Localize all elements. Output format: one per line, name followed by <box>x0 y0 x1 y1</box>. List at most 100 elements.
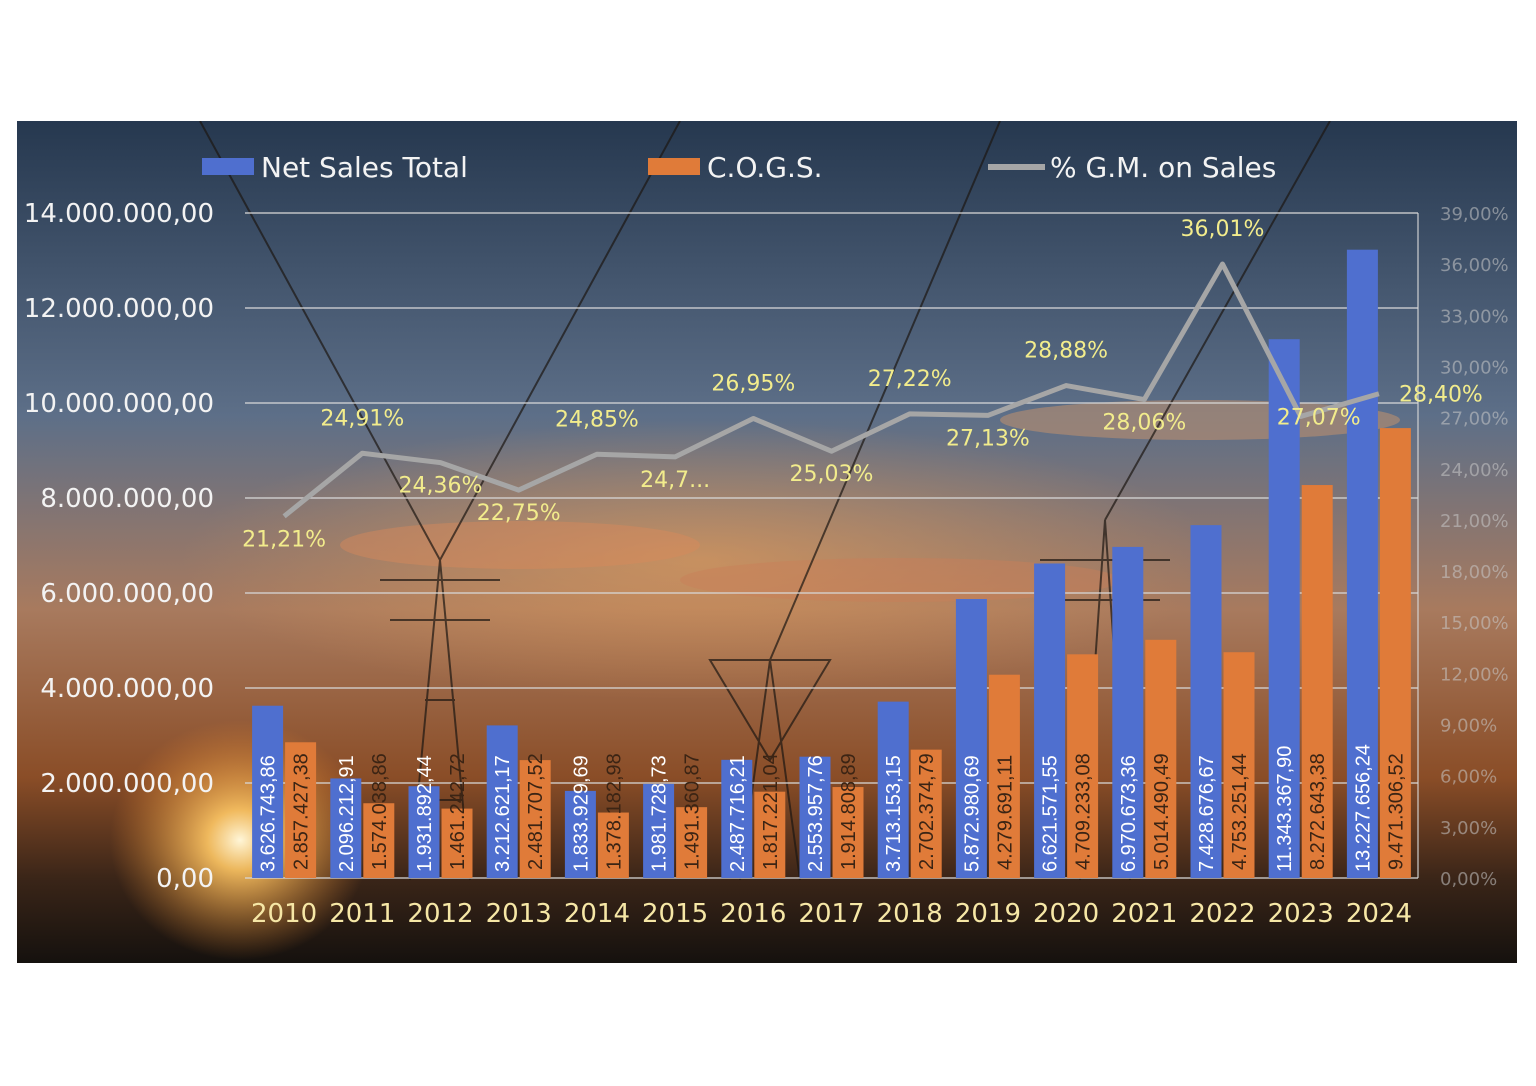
bar-cogs <box>676 807 708 878</box>
gm-value-label: 24,36% <box>399 474 483 499</box>
net-sales-value-label: 6.970.673,36 <box>1118 755 1140 872</box>
bar-net-sales <box>1268 339 1300 878</box>
right-axis-tick-label: 27,00% <box>1440 409 1509 430</box>
x-axis-year-label: 2012 <box>407 899 473 929</box>
x-axis-year-label: 2016 <box>720 899 786 929</box>
net-sales-value-label: 1.833.929,69 <box>570 755 592 872</box>
bar-net-sales <box>877 701 909 878</box>
gm-value-label: 25,03% <box>790 462 874 487</box>
right-axis-tick-label: 39,00% <box>1440 204 1509 225</box>
right-axis-tick-label: 18,00% <box>1440 562 1509 583</box>
gm-value-label: 28,88% <box>1024 339 1108 364</box>
x-axis-year-label: 2013 <box>486 899 552 929</box>
cogs-value-label: 4.709.233,08 <box>1073 753 1095 870</box>
cogs-value-label: 4.753.251,44 <box>1229 753 1251 870</box>
x-axis-year-label: 2024 <box>1346 899 1412 929</box>
x-axis-year-label: 2023 <box>1268 899 1334 929</box>
bar-net-sales <box>1112 546 1144 878</box>
left-axis-tick-label: 8.000.000,00 <box>40 484 214 514</box>
bars <box>252 249 1411 878</box>
gm-value-label: 24,85% <box>555 407 639 432</box>
x-axis-year-label: 2019 <box>955 899 1021 929</box>
gm-value-label: 28,06% <box>1102 411 1186 436</box>
net-sales-value-label: 5.872.980,69 <box>961 755 983 872</box>
net-sales-value-label: 3.212.621,17 <box>492 755 514 872</box>
left-axis-tick-label: 2.000.000,00 <box>40 769 214 799</box>
bar-net-sales <box>799 756 831 878</box>
cogs-value-label: 1.817.221,04 <box>760 753 782 870</box>
bar-cogs <box>1223 652 1255 878</box>
left-axis-tick-label: 4.000.000,00 <box>40 674 214 704</box>
left-axis: 0,00 2.000.000,00 4.000.000,00 6.000.000,00… <box>24 199 214 894</box>
cogs-value-label: 1.378.182,98 <box>603 753 625 870</box>
right-axis-tick-label: 0,00% <box>1440 869 1497 890</box>
right-axis: 0,00% 3,00% 6,00% 9,00% 12,00% 15,00% 18,00% 21… <box>1440 204 1509 890</box>
bar-net-sales <box>330 778 362 878</box>
right-axis-tick-label: 9,00% <box>1440 716 1497 737</box>
x-axis-year-label: 2022 <box>1189 899 1255 929</box>
net-sales-value-label: 1.981.728,73 <box>649 755 671 872</box>
cogs-value-label: 2.481.707,52 <box>525 753 547 870</box>
x-axis-year-label: 2010 <box>251 899 317 929</box>
gm-value-label: 24,91% <box>320 406 404 431</box>
right-axis-tick-label: 21,00% <box>1440 511 1509 532</box>
bar-net-sales <box>1034 563 1066 878</box>
legend: Net Sales Total C.O.G.S. % G.M. on Sales <box>202 151 1276 184</box>
cogs-value-label: 1.461.242,72 <box>447 753 469 870</box>
gm-value-label: 27,07% <box>1277 405 1361 430</box>
legend-label-gm: % G.M. on Sales <box>1050 151 1276 184</box>
bar-cogs <box>1301 485 1333 878</box>
right-axis-tick-label: 24,00% <box>1440 460 1509 481</box>
left-axis-tick-label: 12.000.000,00 <box>24 294 214 324</box>
bar-cogs <box>1379 428 1411 878</box>
gm-value-label: 22,75% <box>477 501 561 526</box>
gm-line-series <box>282 261 1380 519</box>
right-axis-tick-label: 3,00% <box>1440 818 1497 839</box>
legend-label-cogs: C.O.G.S. <box>707 151 823 184</box>
net-sales-value-label: 2.553.957,76 <box>805 755 827 872</box>
bar-net-sales <box>1190 525 1222 878</box>
chart-panel: 0,00 2.000.000,00 4.000.000,00 6.000.000,00… <box>17 121 1517 963</box>
cogs-value-label: 1.491.360,87 <box>682 753 704 870</box>
legend-swatch-cogs <box>648 158 700 175</box>
bar-cogs <box>1067 654 1099 878</box>
x-axis-year-label: 2017 <box>798 899 864 929</box>
bar-cogs <box>519 760 551 878</box>
bar-net-sales <box>955 599 987 878</box>
right-axis-tick-label: 33,00% <box>1440 306 1509 327</box>
left-axis-tick-label: 10.000.000,00 <box>24 389 214 419</box>
bar-cogs <box>910 749 942 878</box>
gm-value-label: 21,21% <box>242 527 326 552</box>
bar-cogs <box>832 787 864 878</box>
right-axis-tick-label: 30,00% <box>1440 357 1509 378</box>
x-axis-year-label: 2015 <box>642 899 708 929</box>
bar-value-labels: 3.626.743,86 2.857.427,38 2.096.212,91 1.57… <box>258 744 1408 872</box>
gm-value-label: 26,95% <box>711 371 795 396</box>
x-axis-year-label: 2021 <box>1111 899 1177 929</box>
bar-net-sales <box>1346 249 1378 878</box>
x-axis: 2010 2011 2012 2013 2014 2015 2016 2017 2018 2019… <box>251 899 1412 929</box>
gm-value-label: 24,7... <box>640 468 710 493</box>
net-sales-value-label: 11.343.367,90 <box>1274 746 1296 872</box>
gm-value-label: 27,13% <box>946 426 1030 451</box>
chart-svg: 0,00 2.000.000,00 4.000.000,00 6.000.000,00… <box>17 121 1517 963</box>
x-axis-year-label: 2018 <box>877 899 943 929</box>
right-axis-tick-label: 15,00% <box>1440 613 1509 634</box>
cogs-value-label: 2.702.374,79 <box>916 753 938 870</box>
bar-net-sales <box>643 783 675 878</box>
cogs-value-label: 1.914.808,89 <box>838 753 860 870</box>
net-sales-value-label: 3.626.743,86 <box>258 755 280 872</box>
cogs-value-label: 4.279.691,11 <box>994 755 1016 870</box>
net-sales-value-label: 1.931.892,44 <box>414 755 436 872</box>
gm-line <box>282 261 1380 519</box>
cogs-value-label: 1.574.038,86 <box>369 753 391 870</box>
bar-cogs <box>754 791 786 878</box>
bar-cogs <box>363 803 395 878</box>
left-axis-tick-label: 0,00 <box>156 864 214 894</box>
right-axis-tick-label: 36,00% <box>1440 255 1509 276</box>
bar-cogs <box>285 742 317 878</box>
left-axis-tick-label: 6.000.000,00 <box>40 579 214 609</box>
bar-net-sales <box>408 786 440 878</box>
left-axis-tick-label: 14.000.000,00 <box>24 199 214 229</box>
x-axis-year-label: 2011 <box>329 899 395 929</box>
